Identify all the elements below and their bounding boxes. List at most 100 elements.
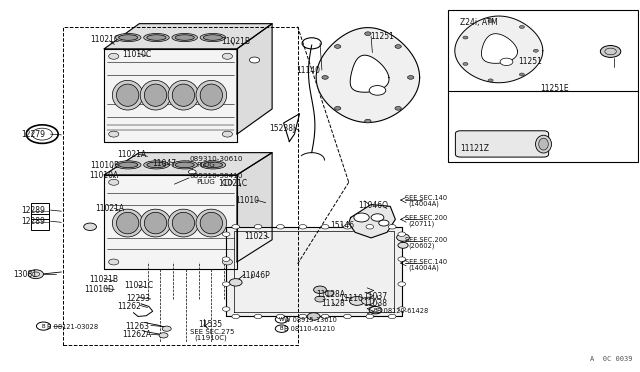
- Circle shape: [379, 220, 389, 226]
- Ellipse shape: [118, 162, 138, 168]
- Text: (20711): (20711): [408, 220, 435, 227]
- Ellipse shape: [116, 212, 139, 234]
- Text: 11010D: 11010D: [84, 285, 114, 294]
- Circle shape: [335, 106, 341, 110]
- Circle shape: [250, 57, 260, 63]
- Polygon shape: [104, 175, 237, 269]
- Ellipse shape: [175, 162, 195, 168]
- Text: 12279: 12279: [21, 129, 45, 139]
- Polygon shape: [481, 34, 518, 63]
- Ellipse shape: [172, 33, 198, 42]
- Text: 11010B: 11010B: [90, 161, 119, 170]
- Circle shape: [222, 282, 230, 286]
- Circle shape: [463, 62, 468, 65]
- Circle shape: [222, 179, 232, 185]
- Circle shape: [395, 45, 401, 48]
- Circle shape: [397, 234, 410, 241]
- Circle shape: [299, 225, 307, 229]
- Ellipse shape: [168, 80, 199, 110]
- Circle shape: [362, 297, 374, 305]
- Text: (14004A): (14004A): [408, 201, 439, 207]
- Circle shape: [315, 296, 325, 302]
- Circle shape: [398, 232, 406, 236]
- Text: 11128A: 11128A: [316, 290, 345, 299]
- Circle shape: [163, 326, 172, 331]
- Ellipse shape: [200, 84, 223, 106]
- Text: 11021C: 11021C: [125, 281, 154, 290]
- Text: B 08120-61428: B 08120-61428: [378, 308, 429, 314]
- Ellipse shape: [113, 80, 143, 110]
- Polygon shape: [350, 55, 389, 92]
- Text: PLUG: PLUG: [196, 162, 215, 168]
- Text: 11037: 11037: [364, 292, 388, 301]
- Polygon shape: [237, 24, 272, 134]
- Text: 11046P: 11046P: [241, 271, 269, 280]
- Text: 089310-30610: 089310-30610: [189, 156, 243, 162]
- Text: 11262: 11262: [118, 302, 141, 311]
- Ellipse shape: [168, 209, 199, 237]
- Circle shape: [519, 73, 524, 76]
- Circle shape: [335, 45, 341, 48]
- Ellipse shape: [196, 80, 227, 110]
- Text: (11910C): (11910C): [194, 335, 227, 341]
- Text: B: B: [280, 326, 284, 331]
- Circle shape: [519, 26, 524, 28]
- Circle shape: [366, 225, 374, 229]
- Ellipse shape: [147, 162, 166, 168]
- Circle shape: [109, 259, 119, 265]
- Text: 11262A: 11262A: [122, 330, 151, 340]
- Circle shape: [325, 291, 334, 296]
- Text: 15146: 15146: [330, 221, 355, 230]
- Polygon shape: [226, 227, 402, 317]
- Text: W 08915-13610: W 08915-13610: [284, 317, 337, 323]
- Ellipse shape: [147, 35, 166, 40]
- Text: 15238J: 15238J: [269, 124, 295, 133]
- Circle shape: [314, 286, 326, 294]
- Ellipse shape: [115, 161, 141, 169]
- Ellipse shape: [144, 161, 169, 169]
- Circle shape: [398, 257, 406, 262]
- Circle shape: [369, 86, 386, 95]
- Text: 11010C: 11010C: [122, 50, 151, 59]
- Text: 11021A: 11021A: [95, 205, 124, 214]
- Text: B: B: [374, 308, 378, 312]
- Polygon shape: [237, 153, 272, 262]
- Text: (20602): (20602): [408, 243, 435, 249]
- Circle shape: [344, 314, 351, 319]
- Text: 11038: 11038: [364, 299, 387, 308]
- Circle shape: [222, 307, 230, 311]
- Circle shape: [222, 257, 230, 262]
- Ellipse shape: [115, 33, 141, 42]
- Text: B 08121-03028: B 08121-03028: [47, 324, 99, 330]
- Circle shape: [222, 131, 232, 137]
- Ellipse shape: [175, 35, 195, 40]
- Circle shape: [159, 333, 168, 338]
- Circle shape: [254, 314, 262, 319]
- Circle shape: [322, 76, 328, 79]
- Text: 12293: 12293: [126, 294, 150, 303]
- Text: 11021A: 11021A: [118, 150, 147, 159]
- Text: SEE SEC.140: SEE SEC.140: [405, 259, 447, 264]
- Circle shape: [533, 49, 538, 52]
- Text: W: W: [279, 317, 284, 322]
- Text: 12289: 12289: [21, 217, 45, 226]
- Bar: [31, 203, 49, 219]
- Text: (14004A): (14004A): [408, 264, 439, 271]
- Text: 11128: 11128: [321, 299, 345, 308]
- Circle shape: [398, 282, 406, 286]
- Text: 11021C: 11021C: [218, 179, 247, 188]
- Circle shape: [232, 225, 239, 229]
- Circle shape: [463, 36, 468, 39]
- Circle shape: [276, 225, 284, 229]
- Text: 11010: 11010: [235, 196, 259, 205]
- Circle shape: [488, 79, 493, 82]
- Circle shape: [188, 170, 196, 174]
- Circle shape: [371, 214, 384, 221]
- Circle shape: [600, 45, 621, 57]
- Text: 11021C: 11021C: [90, 35, 119, 44]
- Ellipse shape: [172, 161, 198, 169]
- Text: 11021B: 11021B: [89, 275, 118, 284]
- Circle shape: [229, 279, 242, 286]
- Ellipse shape: [140, 209, 171, 237]
- Circle shape: [254, 225, 262, 229]
